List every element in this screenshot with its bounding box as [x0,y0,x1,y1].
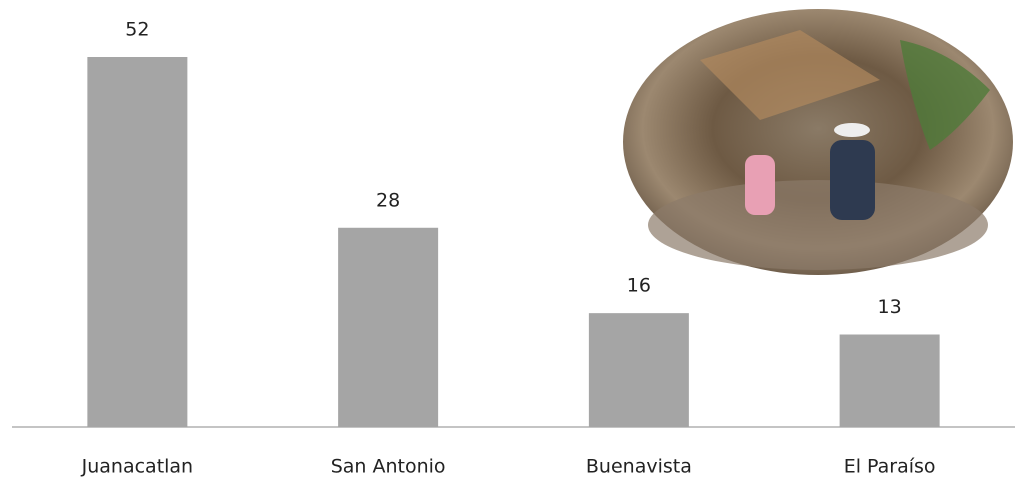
photo-wood [700,30,880,120]
photo-person [830,140,875,220]
photo-hat [834,123,870,137]
bar [588,313,689,427]
photo-person [745,155,775,215]
bar [87,57,188,427]
value-label: 16 [627,275,651,297]
x-tick-label: Buenavista [586,456,692,477]
bar [338,227,439,427]
x-tick-label: El Paraíso [844,456,936,477]
photo-palm [900,40,990,150]
x-tick-label: San Antonio [331,456,446,477]
value-label: 13 [878,296,902,318]
x-tick-label: Juanacatlan [81,456,193,477]
value-label: 52 [125,19,149,41]
bar [839,334,940,427]
value-label: 28 [376,189,400,211]
photo [623,9,1013,275]
photo-ground [648,180,988,270]
